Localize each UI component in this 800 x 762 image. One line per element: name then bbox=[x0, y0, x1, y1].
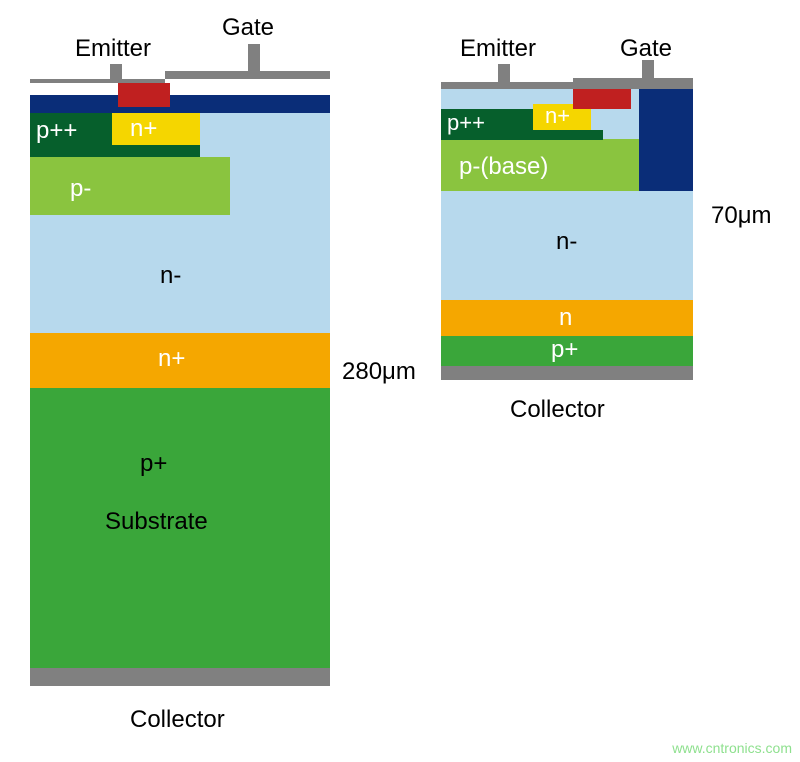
right-top-grey-left bbox=[441, 82, 573, 89]
right-n-band-label: n bbox=[559, 304, 572, 332]
right-p-plus: p+ bbox=[441, 336, 693, 366]
left-p-minus-label: p- bbox=[70, 175, 91, 203]
right-red-block bbox=[573, 89, 631, 109]
left-n-plus-top-label: n+ bbox=[130, 115, 157, 143]
left-emitter-label: Emitter bbox=[75, 35, 151, 63]
right-n-band: n bbox=[441, 300, 693, 336]
left-red-block bbox=[118, 83, 170, 107]
left-n-plus-band: n+ bbox=[30, 333, 330, 388]
right-collector-label: Collector bbox=[510, 396, 605, 424]
left-n-plus-top: n+ bbox=[112, 113, 200, 145]
right-navy-block bbox=[639, 89, 693, 191]
left-navy-strip bbox=[30, 95, 330, 113]
left-p-plusplus: p++ bbox=[30, 113, 112, 151]
right-p-plusplus-label: p++ bbox=[447, 110, 485, 136]
left-substrate-label: Substrate bbox=[105, 508, 208, 536]
right-p-plus-label: p+ bbox=[551, 336, 578, 364]
left-emitter-pin bbox=[110, 64, 122, 79]
right-n-plus-top-label: n+ bbox=[545, 103, 570, 129]
right-gate-label: Gate bbox=[620, 35, 672, 63]
right-top-grey-right bbox=[573, 78, 693, 89]
diagram-canvas: p- p++ n+ n- n+ p+ Substrate Emitter Gat… bbox=[0, 0, 800, 762]
left-p-minus: p- bbox=[30, 157, 230, 215]
right-n-minus-label: n- bbox=[556, 228, 577, 256]
right-bottom-grey bbox=[441, 366, 693, 380]
left-thickness-label: 280μm bbox=[342, 358, 416, 386]
left-bottom-grey bbox=[30, 668, 330, 686]
left-n-plus-band-label: n+ bbox=[158, 345, 185, 373]
right-emitter-label: Emitter bbox=[460, 35, 536, 63]
right-thickness-label: 70μm bbox=[711, 202, 772, 230]
right-p-base: p-(base) bbox=[441, 139, 639, 191]
right-gate-pin bbox=[642, 60, 654, 82]
left-n-minus-label: n- bbox=[160, 262, 181, 290]
watermark-text: www.cntronics.com bbox=[672, 740, 792, 756]
left-p-plus-label: p+ bbox=[140, 450, 167, 478]
left-gate-pin bbox=[248, 44, 260, 71]
left-collector-label: Collector bbox=[130, 706, 225, 734]
left-gate-label: Gate bbox=[222, 14, 274, 42]
right-emitter-pin bbox=[498, 64, 510, 82]
right-p-base-label: p-(base) bbox=[459, 153, 548, 181]
left-top-grey-right bbox=[165, 71, 330, 79]
left-p-plusplus-label: p++ bbox=[36, 117, 77, 145]
